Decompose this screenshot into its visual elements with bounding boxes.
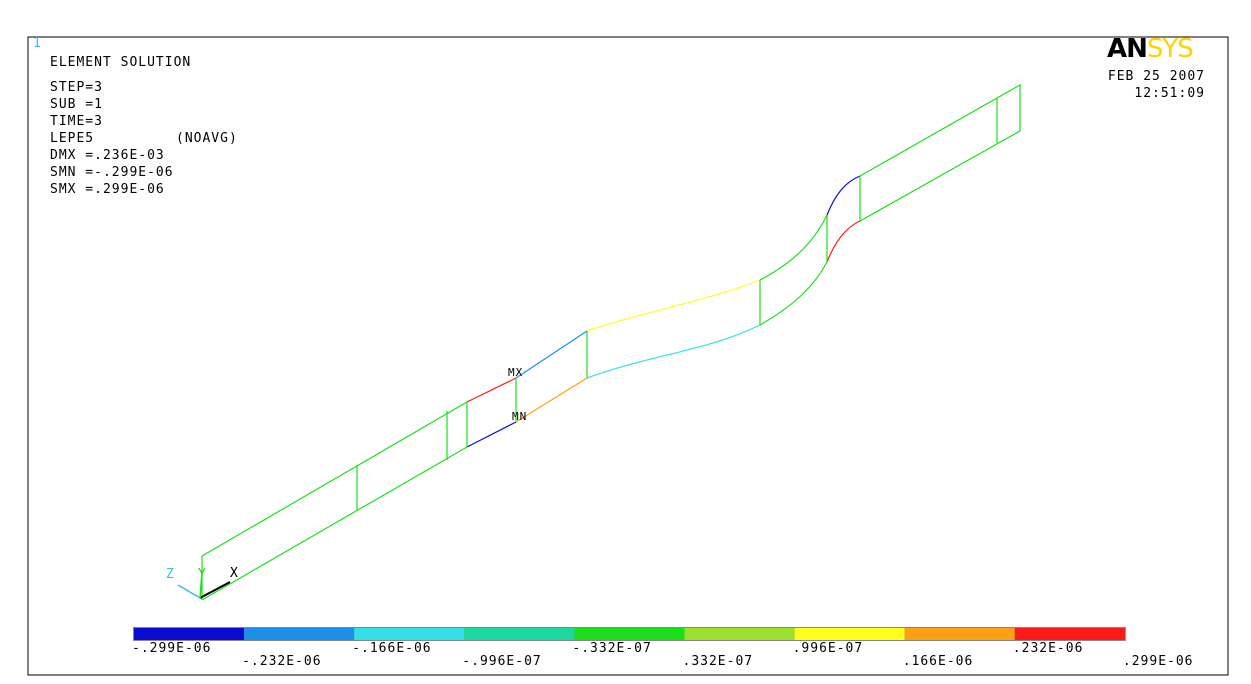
legend-label: .232E-06 [1013,641,1084,656]
window-number: 1 [33,36,42,51]
legend-swatch [244,628,355,640]
legend-swatch [684,628,795,640]
legend-label: .299E-06 [1123,654,1194,669]
edge [826,175,861,216]
stat-line: SMX =.299E-06 [50,182,165,197]
triad-x: X [230,566,239,581]
info-line: STEP=3 [50,80,103,95]
edge [759,214,828,281]
stat-line: DMX =.236E-03 [50,148,165,163]
max-marker: MX [508,366,523,379]
legend-swatch [464,628,575,640]
legend-label: -.299E-06 [132,641,211,656]
edge [466,377,517,403]
logo-second: SYS [1147,34,1193,64]
date: FEB 25 2007 [1108,69,1205,84]
min-marker: MN [512,410,527,423]
edge [586,324,761,379]
legend-label: .166E-06 [903,654,974,669]
legend-label: -.232E-06 [242,654,321,669]
result-item: LEPE5 [50,131,94,146]
legend-swatch [574,628,685,640]
legend-swatch [904,628,1015,640]
logo-first: AN [1107,34,1147,64]
info-line: SUB =1 [50,97,103,112]
legend-label: -.332E-07 [572,641,651,656]
result-option: (NOAVG) [176,131,238,146]
edge [201,401,468,557]
legend-label: .332E-07 [683,654,754,669]
time: 12:51:09 [1134,86,1205,101]
edge [515,330,588,379]
legend-swatch [354,628,465,640]
legend-label: -.996E-07 [462,654,541,669]
legend: -.299E-06 -.232E-06 -.166E-06 -.996E-07 -.33… [132,627,1194,669]
edge [515,377,588,423]
triad-y: Y [198,567,207,582]
edge [859,83,1021,222]
legend-swatch [794,628,905,640]
edge [826,220,861,263]
triad-z: Z [166,567,175,582]
edge [759,261,828,326]
legend-label: -.166E-06 [352,641,431,656]
edge [466,421,517,448]
legend-swatch [1014,628,1125,640]
logo: ANSYS [1107,34,1193,64]
frame [27,36,1229,676]
stat-line: SMN =-.299E-06 [50,165,174,180]
legend-swatch [134,628,245,640]
info-line: TIME=3 [50,114,103,129]
legend-label: .996E-07 [793,641,864,656]
triad [177,571,231,599]
plot-title: ELEMENT SOLUTION [50,55,191,70]
edge [586,279,761,332]
edge [201,446,468,601]
